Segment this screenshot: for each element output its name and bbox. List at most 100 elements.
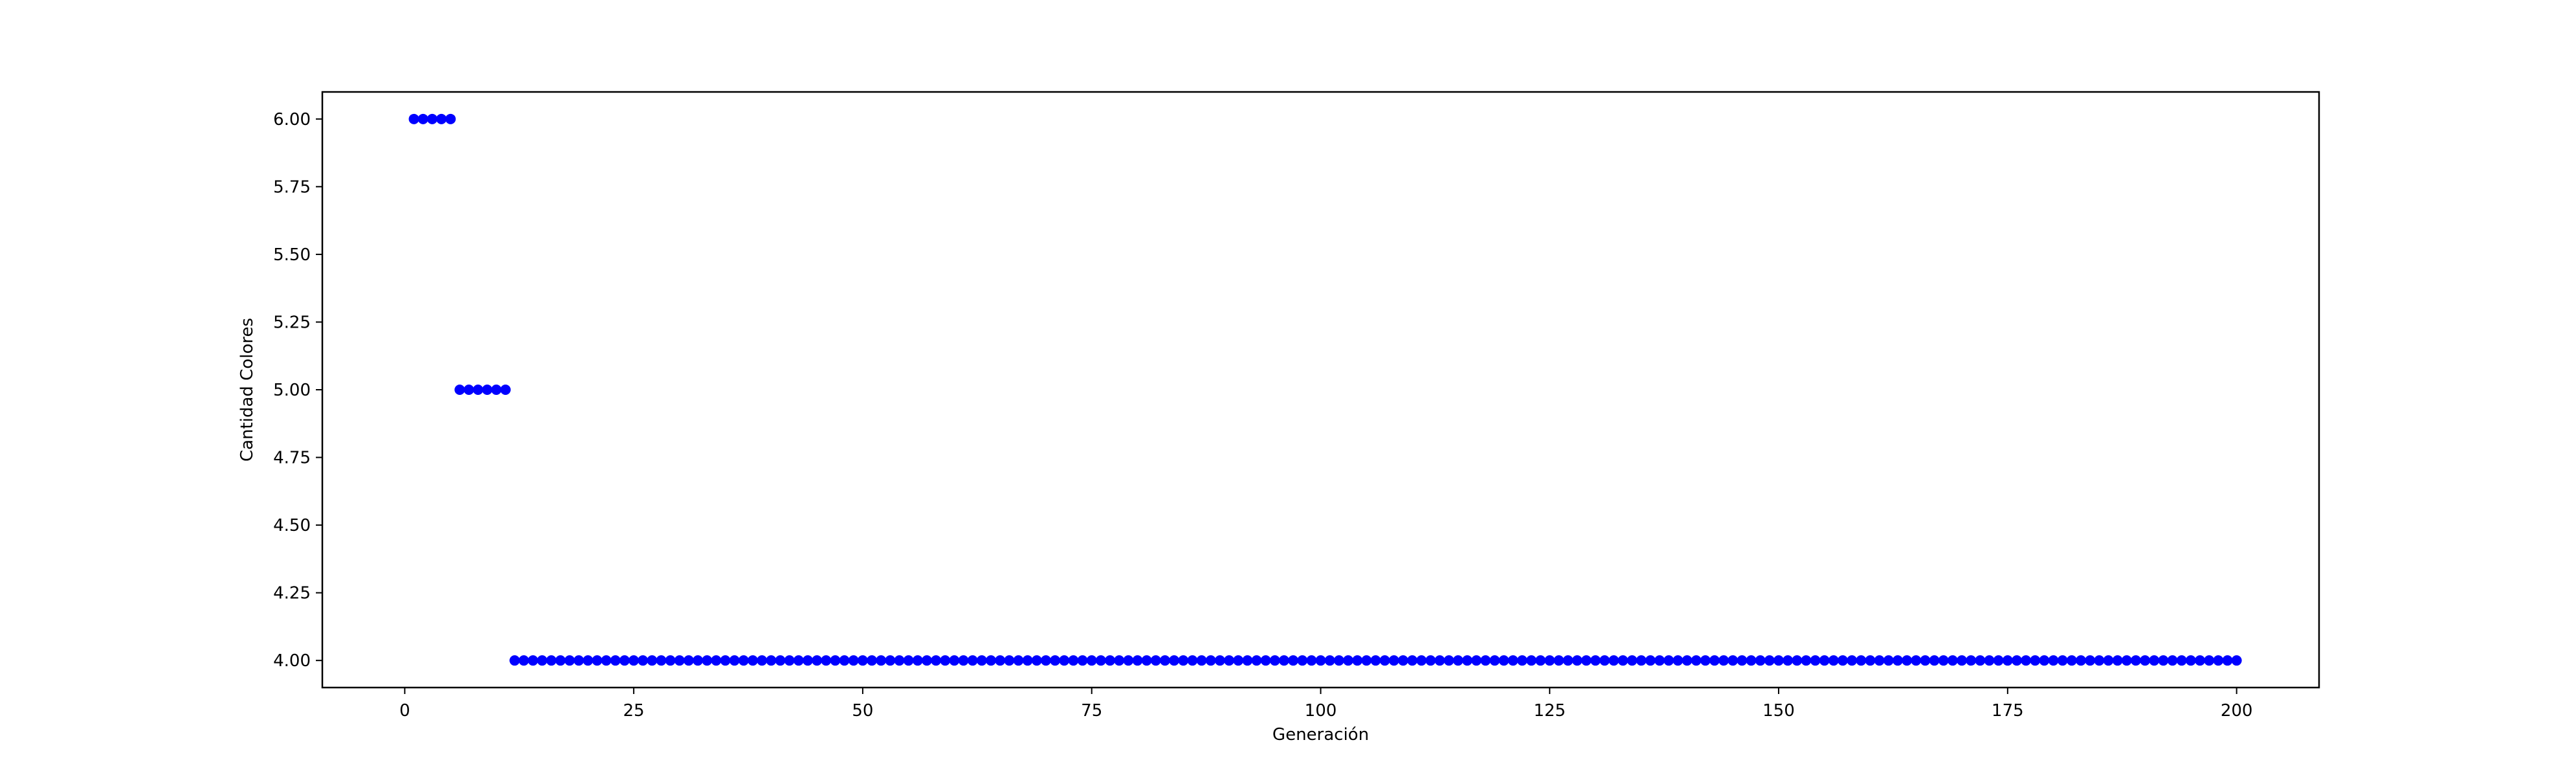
data-point xyxy=(793,655,804,666)
data-point xyxy=(683,655,694,666)
data-point xyxy=(1535,655,1546,666)
data-point xyxy=(1526,655,1537,666)
data-point xyxy=(1461,655,1472,666)
data-point xyxy=(2140,655,2151,666)
data-point xyxy=(1993,655,2004,666)
data-point xyxy=(711,655,722,666)
data-point xyxy=(1571,655,1582,666)
y-tick-label: 4.25 xyxy=(273,584,311,603)
data-point xyxy=(940,655,951,666)
data-point xyxy=(463,385,474,395)
data-point xyxy=(1141,655,1152,666)
data-point xyxy=(876,655,887,666)
data-point xyxy=(1838,655,1849,666)
data-point xyxy=(812,655,823,666)
y-tick-label: 5.75 xyxy=(273,177,311,197)
data-point xyxy=(2185,655,2196,666)
data-point xyxy=(1544,655,1555,666)
data-point xyxy=(2066,655,2077,666)
data-point xyxy=(427,113,438,124)
data-point xyxy=(867,655,878,666)
data-point xyxy=(1516,655,1527,666)
data-point xyxy=(1352,655,1363,666)
data-point xyxy=(1498,655,1509,666)
data-point xyxy=(1874,655,1885,666)
x-tick-label: 200 xyxy=(2221,701,2253,721)
data-point xyxy=(1590,655,1601,666)
data-point xyxy=(748,655,759,666)
data-point xyxy=(1691,655,1702,666)
data-point xyxy=(958,655,969,666)
data-point xyxy=(1443,655,1454,666)
data-point xyxy=(1966,655,1977,666)
data-point xyxy=(573,655,584,666)
data-point xyxy=(1489,655,1500,666)
data-point xyxy=(2103,655,2114,666)
data-point xyxy=(976,655,987,666)
y-tick-label: 4.75 xyxy=(273,449,311,468)
data-point xyxy=(1178,655,1189,666)
data-point xyxy=(1782,655,1793,666)
data-point xyxy=(1114,655,1125,666)
data-point xyxy=(1379,655,1390,666)
data-point xyxy=(821,655,832,666)
y-tick-label: 5.00 xyxy=(273,381,311,400)
data-point xyxy=(848,655,859,666)
data-point xyxy=(1682,655,1693,666)
data-point xyxy=(1801,655,1812,666)
data-point xyxy=(2076,655,2087,666)
data-point xyxy=(1214,655,1225,666)
data-point xyxy=(1929,655,1940,666)
data-point xyxy=(1251,655,1262,666)
data-point xyxy=(2039,655,2050,666)
x-tick-label: 150 xyxy=(1762,701,1795,721)
data-point xyxy=(518,655,529,666)
data-point xyxy=(454,385,465,395)
data-point xyxy=(647,655,658,666)
data-point xyxy=(1856,655,1867,666)
data-point xyxy=(738,655,749,666)
data-point xyxy=(1636,655,1647,666)
data-point xyxy=(995,655,1006,666)
data-point xyxy=(1617,655,1628,666)
data-point xyxy=(1407,655,1418,666)
data-point xyxy=(1059,655,1070,666)
data-point xyxy=(1755,655,1766,666)
x-tick-label: 75 xyxy=(1081,701,1102,721)
data-point xyxy=(1223,655,1234,666)
data-point xyxy=(921,655,932,666)
data-point xyxy=(1022,655,1033,666)
data-point xyxy=(1819,655,1830,666)
data-point xyxy=(583,655,594,666)
data-point xyxy=(1471,655,1482,666)
data-point xyxy=(1938,655,1949,666)
data-point xyxy=(2130,655,2141,666)
x-tick-label: 125 xyxy=(1533,701,1566,721)
data-point xyxy=(1920,655,1931,666)
data-point xyxy=(720,655,731,666)
data-point xyxy=(1434,655,1445,666)
y-tick-label: 4.00 xyxy=(273,651,311,671)
data-point xyxy=(894,655,905,666)
data-point xyxy=(2204,655,2215,666)
y-tick-label: 5.25 xyxy=(273,313,311,332)
data-point xyxy=(2149,655,2160,666)
data-point xyxy=(1654,655,1665,666)
data-point xyxy=(885,655,896,666)
data-point xyxy=(1123,655,1134,666)
data-point xyxy=(1627,655,1638,666)
data-point xyxy=(1947,655,1958,666)
data-point xyxy=(830,655,841,666)
data-point xyxy=(1452,655,1463,666)
data-point xyxy=(2021,655,2032,666)
data-point xyxy=(2030,655,2041,666)
data-point xyxy=(1150,655,1161,666)
data-point xyxy=(1370,655,1381,666)
data-point xyxy=(2112,655,2123,666)
data-point xyxy=(1865,655,1876,666)
data-point xyxy=(1480,655,1491,666)
data-point xyxy=(729,655,740,666)
data-point xyxy=(509,655,520,666)
data-point xyxy=(564,655,575,666)
data-point xyxy=(1773,655,1784,666)
